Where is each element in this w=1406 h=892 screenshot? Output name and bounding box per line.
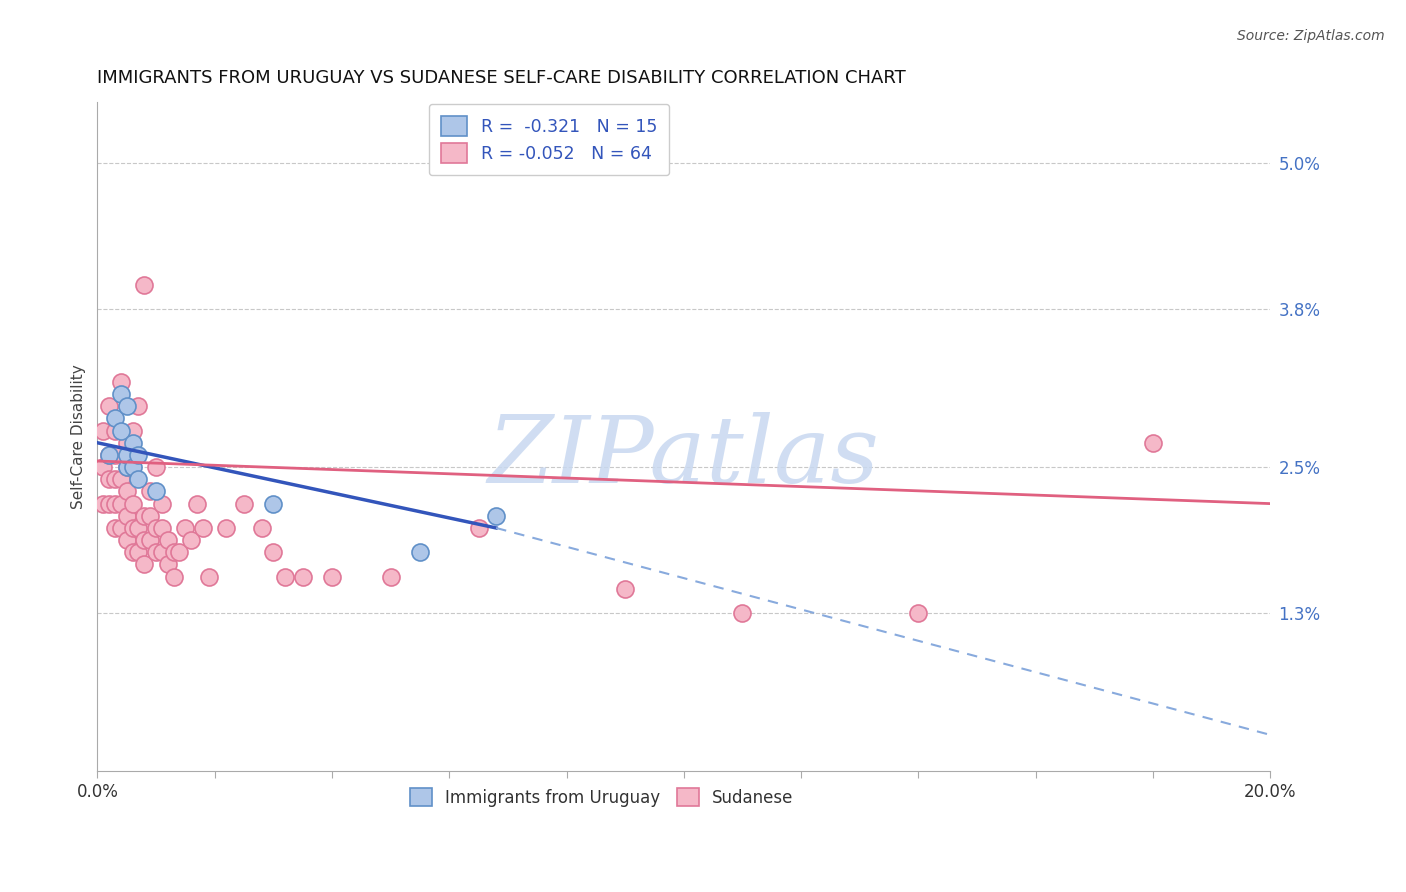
Point [115,460,138,475]
Point [127,399,149,413]
Point [91,497,114,511]
Point [104,448,127,462]
Point [115,435,138,450]
Point [98,472,121,486]
Point [156,558,179,572]
Point [174,521,197,535]
Point [139,484,162,499]
Y-axis label: Self-Care Disability: Self-Care Disability [72,364,86,509]
Point [104,424,127,438]
Point [104,521,127,535]
Point [110,497,132,511]
Point [91,424,114,438]
Point [115,533,138,548]
Point [127,448,149,462]
Point [115,508,138,523]
Point [145,484,167,499]
Point [121,424,143,438]
Point [145,545,167,559]
Point [156,533,179,548]
Point [98,497,121,511]
Point [262,497,284,511]
Point [115,460,138,475]
Point [98,399,121,413]
Point [139,533,162,548]
Legend: Immigrants from Uruguay, Sudanese: Immigrants from Uruguay, Sudanese [404,781,800,814]
Point [1142,435,1164,450]
Point [731,606,754,620]
Point [115,448,138,462]
Point [127,545,149,559]
Point [614,582,637,596]
Point [134,277,156,292]
Point [262,545,284,559]
Point [186,497,208,511]
Point [121,460,143,475]
Text: IMMIGRANTS FROM URUGUAY VS SUDANESE SELF-CARE DISABILITY CORRELATION CHART: IMMIGRANTS FROM URUGUAY VS SUDANESE SELF… [97,69,905,87]
Point [150,521,173,535]
Point [321,569,343,583]
Point [110,521,132,535]
Text: Source: ZipAtlas.com: Source: ZipAtlas.com [1237,29,1385,43]
Point [134,558,156,572]
Point [121,435,143,450]
Point [115,399,138,413]
Point [134,533,156,548]
Point [150,497,173,511]
Point [110,387,132,401]
Point [162,569,184,583]
Point [134,508,156,523]
Point [145,521,167,535]
Point [162,545,184,559]
Point [121,545,143,559]
Point [409,545,432,559]
Point [110,375,132,389]
Point [115,484,138,499]
Point [127,472,149,486]
Point [197,569,219,583]
Point [274,569,297,583]
Point [98,448,121,462]
Point [169,545,191,559]
Point [145,460,167,475]
Point [110,424,132,438]
Point [250,521,273,535]
Point [104,472,127,486]
Point [150,545,173,559]
Point [485,508,508,523]
Text: ZIPatlas: ZIPatlas [488,412,880,502]
Point [121,497,143,511]
Point [180,533,202,548]
Point [139,508,162,523]
Point [121,521,143,535]
Point [98,448,121,462]
Point [91,460,114,475]
Point [233,497,256,511]
Point [104,411,127,425]
Point [127,521,149,535]
Point [467,521,489,535]
Point [291,569,314,583]
Point [191,521,214,535]
Point [110,472,132,486]
Point [215,521,238,535]
Point [104,497,127,511]
Point [380,569,402,583]
Point [907,606,929,620]
